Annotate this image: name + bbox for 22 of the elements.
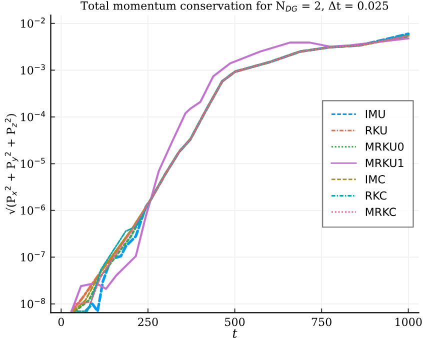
x-tick-label: 250 [138,318,158,326]
x-tick-label: 500 [225,318,245,326]
legend-label: MRKC [366,208,396,216]
y-tick-label: 10$^{−8}$ [21,298,45,308]
legend-label: MRKU1 [366,158,404,168]
legend-label: RKU [366,126,387,135]
y-tick-label: 10$^{−6}$ [21,204,46,215]
y-tick-label: 10$^{−2}$ [21,18,45,28]
y-tick-label: 10$^{−7}$ [21,251,45,262]
x-axis-title: t [232,329,238,338]
text: √(P$_{x}$$^{2}$ + P$_{y}$$^{2}$ + P$_{z}$$^{2}$) [4,114,18,214]
x-tick-label: 0 [58,318,64,326]
legend-label: RKC [366,191,386,200]
legend-label: MRKU0 [366,142,404,151]
chart-title: Total momentum conservation for N$_{DG}$ = 2, Δt = 0.025 [80,1,388,12]
y-tick-label: 10$^{−4}$ [21,111,46,122]
legend-label: IMU [366,110,385,118]
y-tick-label: 10$^{−3}$ [21,64,45,74]
legend-label: IMC [366,175,385,184]
x-tick-label: 1000 [396,318,422,326]
y-tick-label: 10$^{−5}$ [21,158,45,168]
x-tick-label: 750 [312,318,332,326]
